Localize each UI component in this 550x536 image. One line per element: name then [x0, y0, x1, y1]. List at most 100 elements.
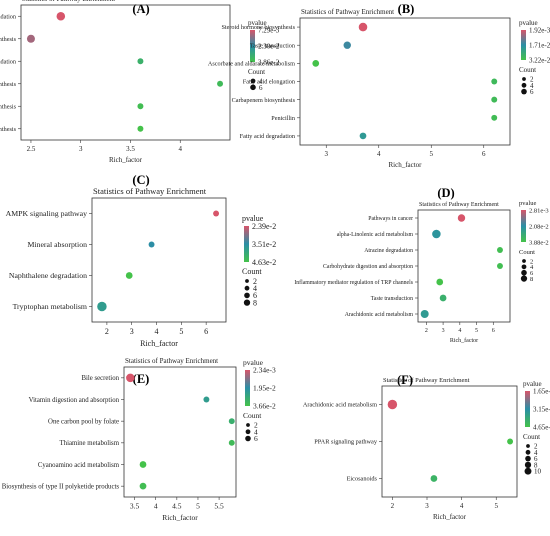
color-scale-label: 3.66e-2 — [253, 402, 276, 411]
data-point — [203, 396, 210, 403]
count-legend-dot — [245, 279, 249, 283]
panel-label: (D) — [437, 186, 454, 200]
x-axis-label: Rich_factor — [140, 339, 178, 348]
x-tick-label: 4 — [178, 145, 182, 153]
color-scale-label: 1.95e-2 — [253, 384, 276, 393]
x-tick-label: 3 — [325, 150, 329, 158]
x-tick-label: 2 — [425, 328, 428, 334]
count-legend-label: 10 — [534, 468, 542, 476]
count-legend-dot — [525, 449, 531, 455]
x-axis-label: Rich_factor — [388, 161, 422, 169]
y-tick-label: Ascorbate and aldarate metabolism — [208, 61, 295, 68]
data-point — [496, 247, 503, 253]
y-tick-label: Taste transduction — [250, 42, 295, 49]
x-tick-label: 4 — [377, 150, 381, 158]
x-tick-label: 3 — [79, 145, 83, 153]
x-axis-label: Rich_factor — [162, 513, 198, 522]
color-scale-label: 1.92e-3 — [529, 26, 550, 34]
count-legend-dot — [250, 78, 256, 84]
legend-title: pvalue — [519, 19, 538, 27]
y-tick-label: PPAR signaling pathway — [314, 439, 378, 446]
count-legend-label: 4 — [259, 77, 263, 85]
x-axis-label: Rich_factor — [450, 337, 478, 344]
y-tick-label: Atrazine degradation — [364, 248, 413, 254]
color-scale-bar — [245, 370, 250, 406]
count-legend-dot — [244, 292, 250, 299]
count-legend-label: 2 — [534, 442, 538, 450]
data-point — [125, 272, 133, 279]
color-scale-bar — [521, 210, 526, 242]
count-legend-label: 2 — [530, 75, 534, 83]
x-tick-label: 4 — [458, 328, 461, 334]
data-point — [491, 78, 498, 85]
x-tick-label: 6 — [204, 327, 208, 336]
y-tick-label: Carbohydrate digestion and absorption — [323, 264, 413, 270]
data-point — [491, 114, 498, 121]
count-legend-label: 2 — [253, 277, 257, 286]
data-point — [439, 294, 447, 302]
panel-label: (C) — [132, 173, 149, 187]
data-point — [217, 80, 224, 87]
chart-title: Statistics of Pathway Enrichment — [383, 377, 470, 384]
x-tick-label: 6 — [482, 150, 486, 158]
data-point — [496, 263, 503, 269]
color-scale-label: 2.39e-2 — [252, 222, 276, 231]
x-tick-label: 6 — [492, 328, 495, 334]
y-tick-label: Penicillin — [271, 115, 295, 122]
y-tick-label: Sesquiterpenoid and triterpenoid biosynt… — [0, 81, 17, 88]
y-tick-label: Arachidonic acid metabolism — [345, 312, 414, 318]
count-legend-label: 4 — [534, 449, 538, 457]
y-tick-label: Fatty acid elongation — [243, 79, 295, 86]
chart-panel-C: (C)Statistics of Pathway Enrichment AMPK … — [6, 173, 277, 348]
y-tick-label: Tryptophan metabolism — [13, 302, 87, 311]
color-scale-label: 3.88e-2 — [529, 239, 549, 246]
count-legend-dot — [526, 444, 530, 448]
count-legend-dot — [245, 429, 251, 435]
count-legend-dot — [522, 259, 526, 263]
plot-frame — [381, 385, 518, 498]
color-scale-bar — [525, 391, 530, 427]
color-scale-label: 3.86e-2 — [258, 58, 280, 66]
x-axis-label: Rich_factor — [109, 156, 143, 164]
data-point — [137, 125, 144, 132]
legend-title: pvalue — [523, 380, 542, 388]
data-point — [137, 103, 144, 110]
panel-label: (B) — [398, 2, 415, 16]
count-legend-label: 6 — [254, 434, 258, 443]
legend-title: pvalue — [243, 358, 264, 367]
y-tick-label: AMPK signaling pathway — [6, 209, 88, 218]
count-legend-title: Count — [519, 249, 535, 256]
data-point — [432, 229, 441, 239]
x-tick-label: 3.5 — [130, 502, 140, 511]
y-tick-label: Polycyclic aromatic hydrocarbon degradat… — [0, 58, 16, 65]
data-point — [56, 11, 66, 21]
count-legend-dot — [525, 455, 531, 462]
x-tick-label: 3 — [130, 327, 134, 336]
y-tick-label: Cyanoamino acid metabolism — [38, 462, 120, 469]
chart-title: Statistics of Pathway Enrichment — [125, 357, 218, 365]
count-legend-label: 8 — [534, 461, 538, 469]
count-legend-label: 6 — [259, 84, 263, 92]
count-legend-title: Count — [243, 411, 262, 420]
x-tick-label: 2 — [391, 502, 395, 510]
chart-panel-D: (D)Statistics of Pathway Enrichment Pathw… — [294, 186, 548, 344]
count-legend-dot — [243, 299, 251, 306]
data-point — [491, 96, 498, 103]
chart-title: Statistics of Pathway Enrichment — [22, 0, 115, 3]
y-tick-label: Taste transduction — [371, 296, 413, 302]
x-tick-label: 5 — [196, 502, 200, 511]
count-legend-label: 2 — [254, 421, 258, 430]
chart-panel-F: (F)Statistics of Pathway Enrichment Arach… — [303, 373, 550, 521]
count-legend-dot — [524, 467, 532, 475]
y-tick-label: Flavone and flavonol biosynthesis — [0, 36, 17, 43]
count-legend-dot — [524, 461, 532, 469]
y-tick-label: Primary bile acid biosynthesis — [0, 103, 17, 110]
data-point — [359, 132, 367, 140]
y-tick-label: Mineral absorption — [27, 240, 87, 249]
chart-panel-B: (B) Statistics of Pathway Enrichment Stero… — [208, 2, 550, 169]
plot-frame — [20, 4, 231, 141]
data-point — [228, 439, 235, 446]
data-point — [139, 461, 147, 468]
legend-title: pvalue — [519, 200, 536, 207]
color-scale-label: 1.71e-2 — [529, 41, 550, 49]
